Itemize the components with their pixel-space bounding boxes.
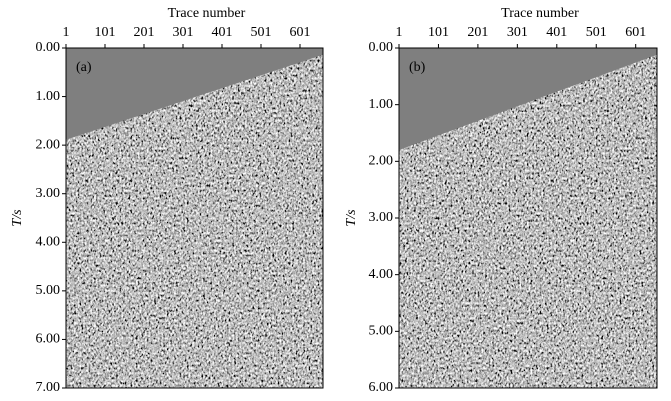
y-tick-label: 6.00 — [36, 332, 61, 347]
y-tick-label: 3.00 — [369, 210, 394, 225]
y-tick-label: 3.00 — [36, 186, 61, 201]
y-tick-label: 0.00 — [369, 40, 394, 55]
x-tick-label: 601 — [289, 25, 310, 40]
y-tick-label: 2.00 — [369, 154, 394, 169]
y-tick-label: 6.00 — [369, 380, 394, 395]
panel-label: (b) — [409, 60, 426, 75]
x-tick-label: 1 — [396, 25, 403, 40]
x-axis-label: Trace number — [501, 6, 579, 21]
x-axis-label: Trace number — [168, 6, 246, 21]
y-tick-label: 1.00 — [369, 97, 394, 112]
y-tick-label: 5.00 — [369, 324, 394, 339]
x-tick-label: 101 — [94, 25, 115, 40]
x-tick-label: 601 — [625, 25, 646, 40]
muted-zone — [399, 48, 657, 150]
panel-label: (a) — [76, 60, 92, 75]
y-tick-label: 4.00 — [36, 235, 61, 250]
x-tick-label: 201 — [133, 25, 154, 40]
x-tick-label: 1 — [63, 25, 70, 40]
x-tick-label: 201 — [467, 25, 488, 40]
x-tick-label: 301 — [172, 25, 193, 40]
y-tick-label: 4.00 — [369, 267, 394, 282]
x-tick-label: 501 — [586, 25, 607, 40]
y-axis-label: T/s — [10, 209, 25, 227]
y-tick-label: 1.00 — [36, 89, 61, 104]
plot-frame — [65, 47, 324, 389]
x-tick-label: 401 — [546, 25, 567, 40]
y-tick-label: 5.00 — [36, 283, 61, 298]
y-tick-label: 2.00 — [36, 137, 61, 152]
x-tick-label: 101 — [428, 25, 449, 40]
y-axis-label: T/s — [344, 209, 359, 227]
y-tick-label: 7.00 — [36, 380, 61, 395]
x-tick-label: 501 — [250, 25, 271, 40]
muted-zone — [66, 48, 323, 140]
x-tick-label: 301 — [507, 25, 528, 40]
y-tick-label: 0.00 — [36, 40, 61, 55]
x-tick-label: 401 — [211, 25, 232, 40]
